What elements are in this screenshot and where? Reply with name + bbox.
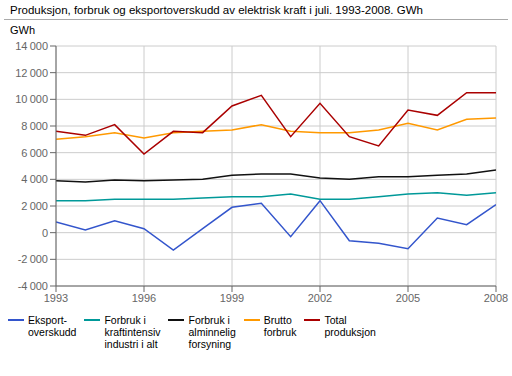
svg-text:12 000: 12 000 (15, 67, 48, 79)
svg-text:14 000: 14 000 (15, 40, 48, 52)
html-text:GWh: GWh (10, 24, 36, 36)
svg-text:4 000: 4 000 (21, 173, 48, 185)
svg-text:2 000: 2 000 (21, 200, 48, 212)
svg-text:0: 0 (42, 227, 48, 239)
html-text:Total produksjon: Total produksjon (324, 314, 376, 338)
html-text:Eksport- overskudd: Eksport- overskudd (28, 314, 77, 338)
svg-text:1996: 1996 (132, 292, 156, 304)
html-text:Forbruk i kraftintensiv indust: Forbruk i kraftintensiv industri i alt (104, 314, 161, 350)
svg-text:6 000: 6 000 (21, 147, 48, 159)
svg-text:-2 000: -2 000 (18, 253, 48, 265)
svg-text:2005: 2005 (396, 292, 420, 304)
html-text:Brutto forbruk: Brutto forbruk (263, 314, 297, 338)
svg-text:1999: 1999 (220, 292, 244, 304)
svg-text:2002: 2002 (308, 292, 332, 304)
html-text:Forbruk i alminnelig forsyning: Forbruk i alminnelig forsyning (188, 314, 236, 350)
svg-text:2008: 2008 (484, 292, 504, 304)
svg-text:-4 000: -4 000 (18, 280, 48, 292)
svg-text:10 000: 10 000 (15, 93, 48, 105)
html-text:Produksjon, forbruk og eksport: Produksjon, forbruk og eksportoverskudd … (10, 4, 423, 16)
svg-text:1993: 1993 (44, 292, 68, 304)
svg-text:8 000: 8 000 (21, 120, 48, 132)
